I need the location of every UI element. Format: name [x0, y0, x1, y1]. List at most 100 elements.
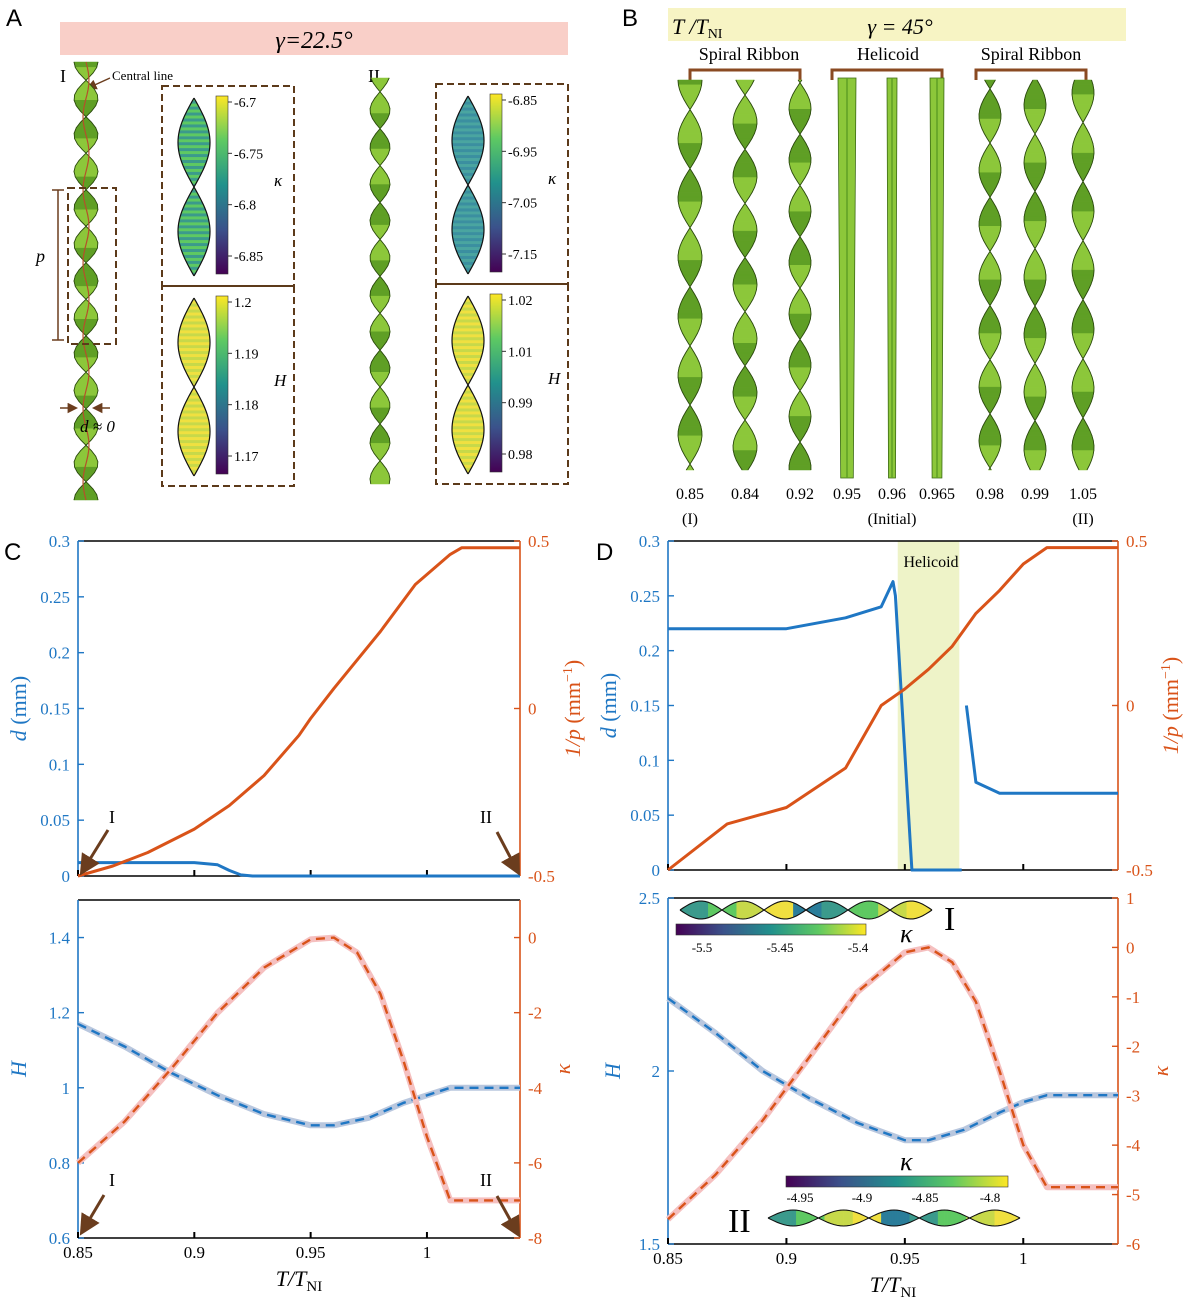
ribbon-a-I [73, 61, 99, 501]
inset-a-II-kappa-colorbar [489, 93, 503, 273]
inset-a-I-H: 1.2 1.19 1.18 1.17 H [161, 285, 295, 487]
left-tick-label: 0.8 [49, 1154, 70, 1173]
inset-a-I-kappa-tick: -6.75 [234, 147, 263, 162]
panel-a: A γ=22.5° I II Central line p d ≈ 0 -6.7… [6, 5, 569, 501]
left-tick-label: 0.1 [639, 751, 660, 770]
inset-d-II-tick: -4.95 [786, 1190, 813, 1205]
right-axis-label: 1/p (mm−1) [560, 660, 585, 757]
inset-a-I-H-tick: 1.17 [234, 450, 259, 465]
panel-b: B T /TNI γ = 45° Spiral Ribbon Helicoid Sp… [622, 5, 1126, 528]
inset-a-II-kappa-ribbon [451, 95, 485, 275]
inset-a-II-H-box [435, 283, 569, 485]
inset-a-I-H-ribbon [177, 297, 211, 477]
panel-letter-b: B [622, 5, 638, 32]
series-line-right [77, 936, 520, 1202]
x-tick-label: 1 [1019, 1249, 1028, 1268]
inset-d-II-tick: -4.8 [980, 1190, 1001, 1205]
right-tick-label: 0 [1126, 938, 1135, 957]
inset-d-II-tick: -4.9 [852, 1190, 873, 1205]
left-tick-label: 2.5 [639, 889, 660, 908]
state-tag: (II) [1072, 511, 1093, 528]
right-tick-label: -8 [528, 1229, 542, 1248]
inset-a-I-kappa-ribbon [177, 97, 211, 277]
left-tick-label: 0.15 [630, 697, 660, 716]
inset-a-II-H-tick: 1.02 [508, 294, 533, 309]
inset-d-I-kappa: κ [900, 919, 913, 948]
left-axis-label: d (mm) [596, 673, 621, 738]
series-line-left [77, 1022, 520, 1127]
series-line-right [667, 546, 1118, 872]
state-marker-arrow [79, 1194, 106, 1236]
left-tick-label: 0.05 [40, 811, 70, 830]
annotations-d: Helicoid -5.5 -5.45 -5.4 κ Iκ -4.95 -4.9 -4.85 -4… [675, 554, 1021, 1240]
inset-d-I-tick: -5.5 [692, 940, 713, 955]
pitch-label: p [34, 246, 45, 266]
left-tick-label: 0.25 [40, 588, 70, 607]
series-halo [76, 934, 520, 1204]
annotations-c: I III II [79, 807, 521, 1238]
temperature-label: 0.98 [976, 486, 1004, 503]
banner-b [668, 8, 1126, 41]
inset-a-II-kappa-tick: -7.15 [508, 248, 537, 263]
left-tick-label: 1 [62, 1079, 71, 1098]
chart-C-top: 0 0.05 0.1 0.15 0.2 0.25 0.3 -0.5 0 0.5 d (mm) 1/p … [6, 532, 585, 886]
helicoid-label: Helicoid [903, 554, 958, 571]
inset-a-I-H-label: H [273, 371, 288, 390]
left-tick-label: 2 [652, 1062, 661, 1081]
right-tick-label: -0.5 [528, 867, 555, 886]
chart-D-bottom: 1.5 2 2.5 -6 -5 -4 -3 -2 -1 0 1 0.85 0.9 0.95 1 H κ T/TNI [600, 889, 1173, 1301]
inset-a-II-kappa-tick: -6.85 [508, 94, 537, 109]
series-halo [76, 1021, 520, 1129]
state-marker-label: II [480, 1170, 492, 1190]
right-tick-label: 1 [1126, 889, 1135, 908]
right-tick-label: -2 [1126, 1037, 1140, 1056]
x-tick-label: 1 [423, 1243, 432, 1262]
inset-a-II-H-colorbar [489, 293, 503, 473]
right-tick-label: 0 [528, 700, 537, 719]
inset-d-I-tick: -5.4 [848, 940, 869, 955]
chart-C-bottom: 0.6 0.8 1 1.2 1.4 -8 -6 -4 -2 0 0.85 0.9 0.95 1 H κ T/TN… [6, 899, 575, 1295]
central-line-label: Central line [112, 68, 173, 83]
inset-d-I-colorbar [675, 923, 867, 936]
series-line-left [667, 997, 1118, 1142]
state-tag: (Initial) [868, 511, 917, 528]
inset-a-I-H-tick: 1.18 [234, 399, 259, 414]
left-tick-label: 0 [652, 861, 661, 880]
charts: 0 0.05 0.1 0.15 0.2 0.25 0.3 -0.5 0 0.5 d (mm) 1/p … [6, 532, 1183, 1301]
inset-a-I-H-tick: 1.2 [234, 296, 252, 311]
group-label: Spiral Ribbon [981, 44, 1082, 64]
left-tick-label: 1.5 [639, 1235, 660, 1254]
spiral-ribbon [677, 79, 703, 471]
inset-a-I-H-colorbar [215, 295, 229, 475]
inset-d-I-tick: -5.45 [766, 940, 793, 955]
inset-a-II-H: 1.02 1.01 0.99 0.98 H [435, 283, 569, 485]
inset-d-II-label: II [728, 1203, 751, 1240]
temperature-label: 0.92 [786, 486, 814, 503]
ribbon-groups-b: Spiral Ribbon Helicoid Spiral Ribbon [688, 44, 1088, 80]
left-tick-label: 0.3 [49, 532, 70, 551]
label-a-I: I [60, 66, 66, 86]
inset-d-II-colorbar [785, 1175, 1009, 1188]
spiral-ribbon [978, 79, 1002, 471]
right-tick-label: 0.5 [1126, 532, 1147, 551]
banner-b-left: T /TNI [672, 14, 723, 42]
spiral-ribbon [1071, 79, 1095, 471]
banner-a-text: γ=22.5° [275, 28, 353, 54]
right-tick-label: -2 [528, 1004, 542, 1023]
x-axis-label: T/TNI [870, 1272, 916, 1301]
inset-d-II-tick: -4.85 [911, 1190, 938, 1205]
group-bracket [974, 68, 1088, 80]
chart-D-top: 0 0.05 0.1 0.15 0.2 0.25 0.3 -0.5 0 0.5 d (mm) 1/p … [596, 532, 1183, 880]
series-line-left [78, 861, 520, 878]
state-marker-arrow [495, 831, 520, 876]
inset-d-I-ribbon [679, 900, 933, 920]
series-line-left [668, 580, 1118, 872]
right-tick-label: -0.5 [1126, 861, 1153, 880]
temperature-label: 0.96 [878, 486, 906, 503]
ribbon-a-II [369, 77, 391, 485]
temperature-label: 1.05 [1069, 486, 1097, 503]
right-tick-label: -4 [1126, 1136, 1141, 1155]
inset-a-I-kappa: -6.7 -6.75 -6.8 -6.85 κ [161, 85, 295, 287]
temperature-label: 0.965 [919, 486, 955, 503]
left-tick-label: 0.15 [40, 700, 70, 719]
